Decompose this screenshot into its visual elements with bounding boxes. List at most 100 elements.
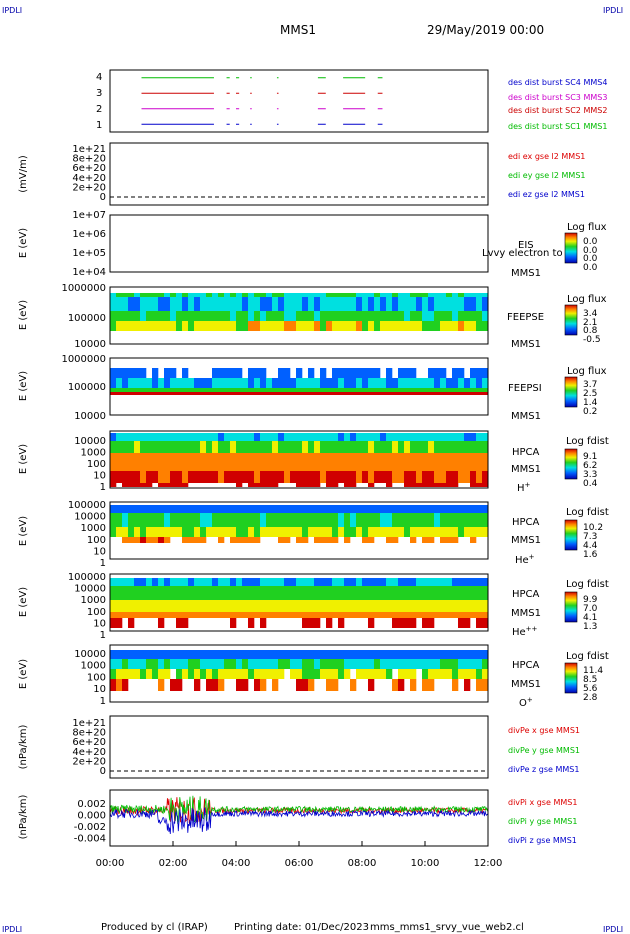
spectrogram-cell xyxy=(404,433,411,441)
spectrogram-cell xyxy=(140,321,147,331)
spectrogram-cell xyxy=(218,650,225,659)
spectrogram-cell xyxy=(242,441,249,453)
spectrogram-cell xyxy=(188,471,195,483)
spectrogram-cell xyxy=(434,513,441,527)
corner-label-top-right: IPDLI xyxy=(603,6,623,15)
spectrogram-cell xyxy=(428,527,435,537)
spectrogram-cell xyxy=(368,513,375,527)
spectrogram-cell xyxy=(110,453,117,471)
spectrogram-cell xyxy=(140,669,147,679)
spectrogram-cell xyxy=(278,471,285,483)
spectrogram-cell xyxy=(332,453,339,471)
spectrogram-cell xyxy=(242,612,249,618)
spectrogram-cell xyxy=(416,586,423,600)
spectrogram-cell xyxy=(356,368,363,378)
spectrogram-cell xyxy=(380,471,387,483)
spectrogram-cell xyxy=(242,388,249,392)
spectrogram-cell xyxy=(338,471,345,483)
spectrogram-cell xyxy=(296,586,303,600)
spectrogram-cell xyxy=(122,527,129,537)
spectrogram-cell xyxy=(308,368,315,378)
spectrogram-cell xyxy=(302,659,309,669)
spectrogram-cell xyxy=(404,368,411,378)
spectrogram-cell xyxy=(404,600,411,612)
spectrogram-cell xyxy=(452,441,459,453)
hpca-hepp-spectrogram xyxy=(110,578,489,628)
spectrogram-cell xyxy=(356,505,363,513)
spectrogram-cell xyxy=(122,392,129,395)
spectrogram-cell xyxy=(182,659,189,669)
spectrogram-cell xyxy=(416,650,423,659)
spectrogram-cell xyxy=(392,378,399,388)
spectrogram-cell xyxy=(152,471,159,483)
spectrogram-cell xyxy=(278,433,285,441)
spectrogram-cell xyxy=(314,537,321,543)
spectrogram-cell xyxy=(212,669,219,679)
spectrogram-cell xyxy=(386,537,393,543)
spectrogram-cell xyxy=(374,388,381,392)
spectrogram-cell xyxy=(242,321,249,331)
legend-divpi-y: divPi y gse MMS1 xyxy=(508,817,577,826)
spectrogram-cell xyxy=(176,578,183,586)
spectrogram-cell xyxy=(434,392,441,395)
spectrogram-cell xyxy=(308,388,315,392)
spectrogram-cell xyxy=(380,441,387,453)
spectrogram-cell xyxy=(272,505,279,513)
spectrogram-cell xyxy=(134,527,141,537)
spectrogram-cell xyxy=(470,321,477,331)
spectrogram-cell xyxy=(152,293,159,297)
spectrogram-cell xyxy=(386,578,393,586)
corner-label-bottom-left: IPDLI xyxy=(2,925,22,934)
spectrogram-cell xyxy=(374,527,381,537)
spectrogram-cell xyxy=(128,505,135,513)
ytick-label: 10 xyxy=(93,546,106,557)
spectrogram-cell xyxy=(236,600,243,612)
spectrogram-cell xyxy=(242,527,249,537)
spectrogram-cell xyxy=(296,659,303,669)
spectrogram-cell xyxy=(350,441,357,453)
spectrogram-cell xyxy=(152,586,159,600)
spectrogram-cell xyxy=(236,388,243,392)
spectrogram-cell xyxy=(476,659,483,669)
spectrogram-cell xyxy=(416,453,423,471)
spectrogram-cell xyxy=(320,441,327,453)
spectrogram-cell xyxy=(242,578,249,586)
spectrogram-cell xyxy=(392,505,399,513)
spectrogram-cell xyxy=(128,368,135,378)
spectrogram-cell xyxy=(314,321,321,331)
spectrogram-cell xyxy=(434,441,441,453)
spectrogram-cell xyxy=(404,586,411,600)
spectrogram-cell xyxy=(272,293,279,297)
spectrogram-cell xyxy=(206,471,213,483)
spectrogram-cell xyxy=(410,612,417,618)
spectrogram-cell xyxy=(182,618,189,628)
spectrogram-cell xyxy=(320,368,327,378)
colorbar-value: 11.4 xyxy=(583,666,603,676)
spectrogram-cell xyxy=(260,321,267,331)
spectrogram-cell xyxy=(446,650,453,659)
legend-edi-ex: edi ex gse l2 MMS1 xyxy=(508,152,585,161)
spectrogram-cell xyxy=(260,368,267,378)
spectrogram-cell xyxy=(398,293,405,297)
spectrogram-cell xyxy=(446,293,453,297)
spectrogram-cell xyxy=(350,378,357,388)
spectrogram-cell xyxy=(464,433,471,441)
ytick-label: 3 xyxy=(96,88,102,99)
spectrogram-cell xyxy=(200,388,207,392)
spectrogram-cell xyxy=(140,311,147,321)
spectrogram-cell xyxy=(212,578,219,586)
spectrogram-cell xyxy=(440,471,447,483)
spectrogram-cell xyxy=(320,612,327,618)
spectrogram-cell xyxy=(428,471,435,483)
spectrogram-cell xyxy=(482,618,489,628)
spectrogram-cell xyxy=(176,471,183,483)
ytick-label: 1000 xyxy=(81,595,106,606)
spectrogram-cell xyxy=(314,650,321,659)
spectrogram-cell xyxy=(320,293,327,297)
spectrogram-cell xyxy=(386,392,393,395)
spectrogram-cell xyxy=(170,441,177,453)
spectrogram-cell xyxy=(122,679,129,691)
spectrogram-cell xyxy=(470,659,477,669)
spectrogram-cell xyxy=(434,311,441,321)
ytick-label: 100 xyxy=(87,535,106,546)
